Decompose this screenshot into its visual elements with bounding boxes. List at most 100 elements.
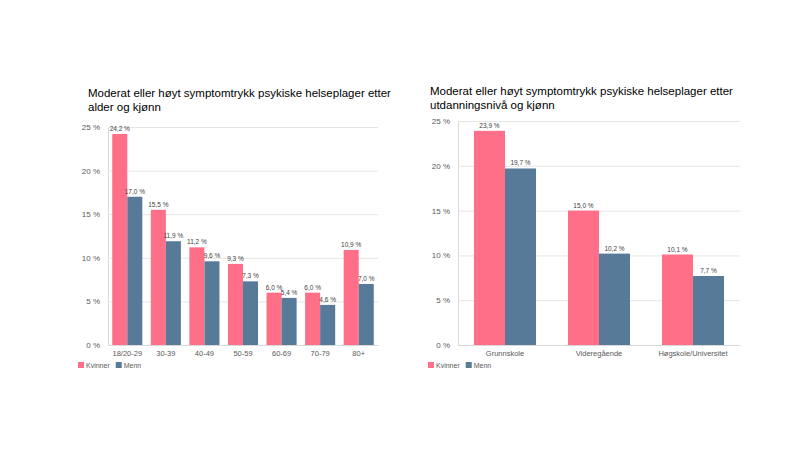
data-label: 15,5 %: [148, 201, 168, 208]
y-tick-label: 20 %: [432, 162, 450, 171]
y-tick-label: 0 %: [86, 341, 100, 350]
legend-label: Kvinner: [86, 362, 110, 369]
x-tick-label: 40-49: [195, 349, 214, 358]
x-tick: Videregående: [576, 345, 623, 358]
y-axis-line: [108, 128, 109, 346]
data-label: 7,7 %: [700, 267, 717, 274]
y-axis: 0 % 5 % 10 % 15 % 20 % 25 %: [82, 123, 378, 350]
x-axis-line: [109, 345, 379, 346]
y-tick-label: 15 %: [82, 210, 100, 219]
bar: [359, 284, 374, 345]
x-axis: 18/20-2930-3940-4950-5960-6970-7980+: [109, 345, 379, 358]
legend-item: Kvinner: [428, 362, 460, 369]
data-label: 17,0 %: [125, 188, 145, 195]
bar: [282, 298, 297, 345]
bar: [166, 241, 181, 345]
data-labels: 24,2 %15,5 %11,2 %9,3 %6,0 %6,0 %10,9 %1…: [110, 125, 375, 303]
bar: [568, 211, 599, 345]
data-label: 5,4 %: [281, 289, 298, 296]
grid-line: [108, 214, 378, 215]
bar: [693, 276, 724, 345]
data-label: 9,6 %: [204, 252, 221, 259]
bar: [151, 210, 166, 345]
legend-item: Menn: [116, 362, 142, 369]
y-tick-label: 15 %: [432, 207, 450, 216]
legend-label: Menn: [124, 362, 142, 369]
y-tick-label: 5 %: [436, 296, 450, 305]
bar: [305, 293, 320, 345]
x-axis: Grunnskole Videregående Høgskole/Universit…: [459, 345, 741, 358]
legend-item: Kvinner: [78, 362, 110, 369]
y-tick-label: 20 %: [82, 167, 100, 176]
data-label: 9,3 %: [227, 255, 244, 262]
x-tick-label: Grunnskole: [486, 349, 524, 358]
x-axis-line: [459, 345, 741, 346]
chart: Moderat eller høyt symptomtrykk psykiske…: [428, 85, 741, 369]
data-label: 6,0 %: [304, 284, 321, 291]
y-axis: 0 %5 %10 %15 %20 %25 %: [432, 117, 740, 350]
data-label: 7,3 %: [242, 272, 259, 279]
bars: [112, 134, 374, 345]
x-tick-label: 30-39: [156, 349, 175, 358]
y-tick: 25 %: [82, 123, 378, 132]
legend: KvinnerMenn: [428, 362, 491, 369]
y-tick-label: 10 %: [82, 254, 100, 263]
grid-line: [108, 345, 378, 346]
x-tick: 18/20-29: [112, 345, 142, 358]
y-tick-label: 0 %: [436, 341, 450, 350]
chart-title: Moderat eller høyt symptomtrykk psykiske…: [430, 85, 733, 111]
bar: [204, 261, 219, 345]
y-axis-line: [458, 122, 459, 346]
x-tick: 30-39: [156, 345, 175, 358]
legend-swatch: [116, 362, 122, 368]
x-tick: Grunnskole: [486, 345, 524, 358]
data-label: 7,0 %: [358, 275, 375, 282]
bar: [189, 247, 204, 345]
data-label: 19,7 %: [510, 159, 530, 166]
x-tick: 50-59: [233, 345, 252, 358]
canvas: Moderat eller høyt symptomtrykk psykiske…: [0, 0, 800, 456]
title-line: Moderat eller høyt symptomtrykk psykiske…: [430, 85, 733, 97]
legend-swatch: [466, 362, 472, 368]
bar: [112, 134, 127, 345]
grid-line: [108, 127, 378, 128]
bar: [505, 168, 536, 345]
y-tick-label: 5 %: [86, 297, 100, 306]
data-label: 23,9 %: [479, 122, 499, 129]
x-tick: 60-69: [272, 345, 291, 358]
x-tick-label: 60-69: [272, 349, 291, 358]
chart: Moderat eller høyt symptomtrykk psykiske…: [78, 87, 391, 369]
x-tick-label: Høgskole/Universitet: [658, 349, 728, 358]
bar: [599, 254, 630, 345]
x-tick: 40-49: [195, 345, 214, 358]
data-label: 11,9 %: [163, 232, 183, 239]
legend-label: Kvinner: [436, 362, 460, 369]
x-tick: 70-79: [311, 345, 330, 358]
x-tick: Høgskole/Universitet: [658, 345, 728, 358]
y-tick-label: 25 %: [432, 117, 450, 126]
x-tick-label: 18/20-29: [112, 349, 142, 358]
bar: [474, 131, 505, 345]
data-labels: 23,9 % 15,0 % 10,1 % 19,7 % 10,2 % 7,7 %: [479, 122, 717, 274]
bars: [474, 131, 724, 345]
data-label: 10,1 %: [667, 246, 687, 253]
title-line: utdanningsnivå og kjønn: [430, 99, 555, 111]
data-label: 4,6 %: [319, 296, 336, 303]
grid-line: [458, 345, 740, 346]
data-label: 15,0 %: [573, 202, 593, 209]
grid-line: [108, 171, 378, 172]
bar: [662, 255, 693, 345]
legend-swatch: [78, 362, 84, 368]
x-tick-label: 70-79: [311, 349, 330, 358]
bar: [344, 250, 359, 345]
chart-title: Moderat eller høyt symptomtrykk psykiske…: [88, 87, 391, 113]
title-line: Moderat eller høyt symptomtrykk psykiske…: [88, 87, 391, 99]
bar: [320, 305, 335, 345]
data-label: 10,2 %: [604, 245, 624, 252]
x-tick-label: Videregående: [576, 349, 623, 358]
bar: [267, 293, 282, 345]
x-tick-label: 50-59: [233, 349, 252, 358]
legend-swatch: [428, 362, 434, 368]
grid-line: [458, 121, 740, 122]
bar: [228, 264, 243, 345]
